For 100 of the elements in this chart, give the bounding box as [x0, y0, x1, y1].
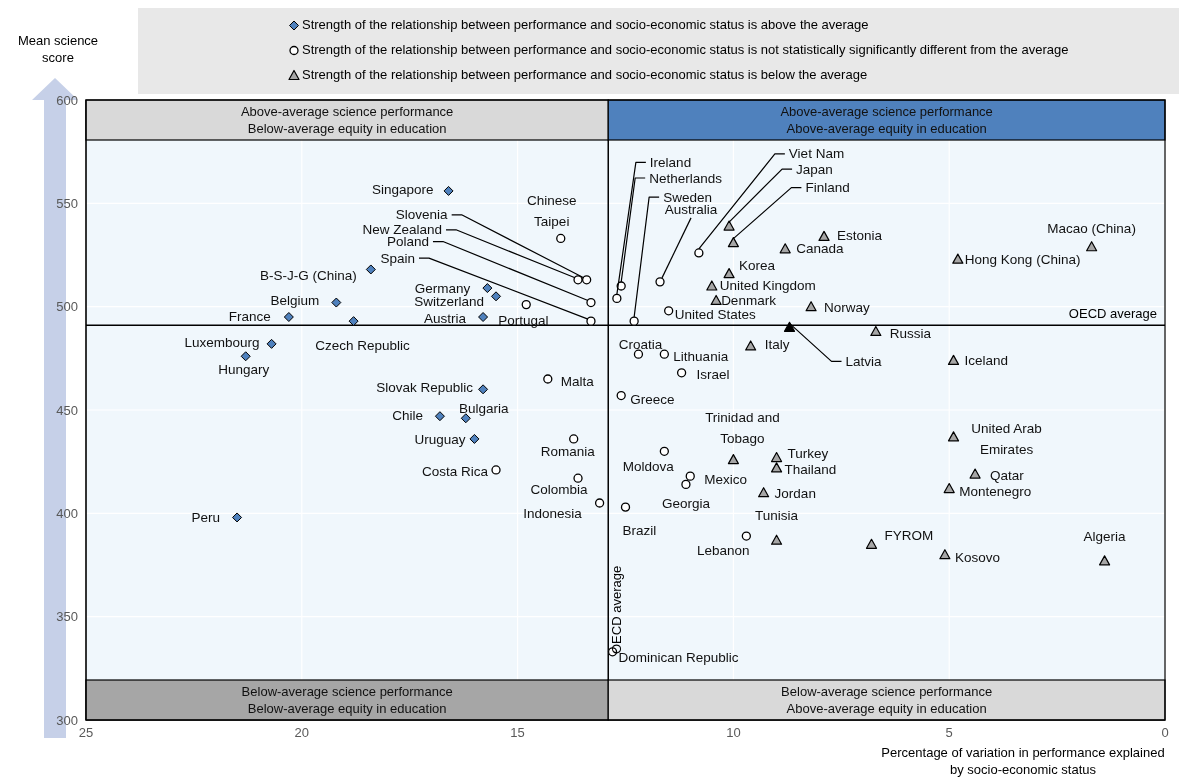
y-tick-label: 550: [56, 195, 78, 211]
y-tick-label: 450: [56, 402, 78, 418]
point: [779, 243, 791, 254]
point: [952, 253, 964, 264]
annotation: Costa Rica: [421, 464, 489, 480]
point: [870, 325, 882, 337]
point: [543, 374, 553, 384]
point: [727, 237, 739, 248]
point: [491, 465, 501, 475]
y-tick-label: 300: [56, 712, 78, 728]
point: [620, 502, 631, 512]
x-tick-label: 25: [78, 725, 94, 741]
y-tick-label: 600: [56, 92, 78, 108]
annotation: Portugal: [498, 313, 549, 329]
annotation: France: [228, 308, 271, 324]
annotation: Latvia: [845, 353, 883, 369]
annotation: Montenegro: [959, 484, 1032, 500]
x-tick-label: 0: [1161, 725, 1169, 741]
annotation: Thailand: [784, 462, 837, 478]
annotation: Hungary: [218, 361, 270, 377]
annotation: Tunisia: [755, 507, 799, 523]
point: [434, 411, 445, 422]
annotation: Belgium: [270, 293, 320, 309]
annotation: Spain: [380, 250, 415, 266]
point: [745, 340, 757, 351]
point: [741, 531, 751, 541]
point: [681, 479, 691, 490]
x-tick-label: 15: [510, 725, 525, 741]
annotation: FYROM: [884, 527, 934, 543]
point: [706, 280, 718, 291]
point: [818, 230, 830, 241]
annotation: Hong Kong (China): [964, 251, 1081, 267]
annotation: Chinese Taipei: [526, 192, 577, 229]
point: [616, 390, 626, 401]
legend-label: Strength of the relationship between performance and socio-economic status is not statistically significantly different from the average: [302, 42, 1069, 57]
annotation: Brazil: [622, 522, 657, 538]
annotation: Netherlands: [649, 170, 723, 186]
annotation: Indonesia: [523, 505, 583, 521]
annotation: Czech Republic: [315, 337, 411, 353]
annotation: Peru: [191, 509, 221, 525]
legend-label: Strength of the relationship between performance and socio-economic status is above the average: [302, 17, 869, 32]
point: [659, 446, 669, 456]
point: [727, 454, 739, 465]
point: [723, 220, 735, 231]
annotation: Canada: [796, 241, 844, 257]
x-tick-label: 10: [726, 725, 741, 741]
annotation: Lithuania: [673, 348, 729, 364]
point: [629, 316, 639, 326]
annotation: Above-average science performance Above-average equity in education: [780, 104, 993, 136]
point: [943, 482, 955, 494]
y-tick-label: 350: [56, 609, 78, 625]
annotation: Australia: [664, 202, 718, 218]
annotation: Korea: [739, 258, 776, 274]
point: [947, 354, 960, 365]
annotation: Jordan: [774, 486, 816, 502]
point: [770, 451, 783, 463]
point: [491, 291, 502, 302]
point: [723, 268, 735, 279]
annotation: United Arab Emirates: [971, 421, 1042, 458]
point: [710, 294, 722, 306]
annotation: Uruguay: [414, 432, 466, 448]
annotation: Qatar: [990, 467, 1025, 483]
point: [556, 233, 566, 244]
point: [685, 471, 695, 481]
ref-line-label: OECD average: [1068, 306, 1157, 322]
annotation: Malta: [560, 373, 595, 389]
annotation: Moldova: [622, 458, 675, 474]
point: [569, 434, 579, 444]
annotation: Singapore: [371, 182, 434, 198]
point: [232, 512, 243, 523]
annotation: Below-average science performance Above-average equity in education: [781, 684, 993, 716]
x-tick-label: 5: [945, 725, 953, 741]
point: [573, 275, 583, 285]
annotation: Trinidad and Tobago: [705, 410, 780, 447]
point: [521, 299, 531, 310]
point: [478, 384, 489, 395]
annotation: Norway: [824, 300, 871, 316]
point: [805, 301, 817, 312]
annotation: Croatia: [618, 336, 663, 352]
point: [676, 368, 687, 378]
annotation: Germany: [414, 280, 471, 296]
annotation: Above-average science performance Below-average equity in education: [240, 104, 454, 136]
annotation: United Kingdom: [719, 277, 816, 293]
point: [348, 316, 359, 327]
y-axis-title: Mean science score: [16, 32, 100, 66]
point: [240, 351, 251, 362]
annotation: Georgia: [661, 495, 711, 511]
annotation: Ireland: [649, 154, 692, 170]
annotation: Greece: [630, 392, 675, 408]
annotation: Luxembourg: [184, 335, 260, 351]
annotation: Iceland: [964, 352, 1009, 368]
y-tick-label: 400: [56, 505, 78, 521]
point: [582, 275, 592, 285]
annotation: Slovenia: [395, 207, 449, 223]
annotation: Chile: [392, 407, 423, 423]
point: [633, 349, 644, 359]
ref-line-label: OECD average: [609, 565, 625, 654]
point: [586, 316, 596, 326]
point: [612, 293, 622, 304]
point: [969, 468, 981, 479]
